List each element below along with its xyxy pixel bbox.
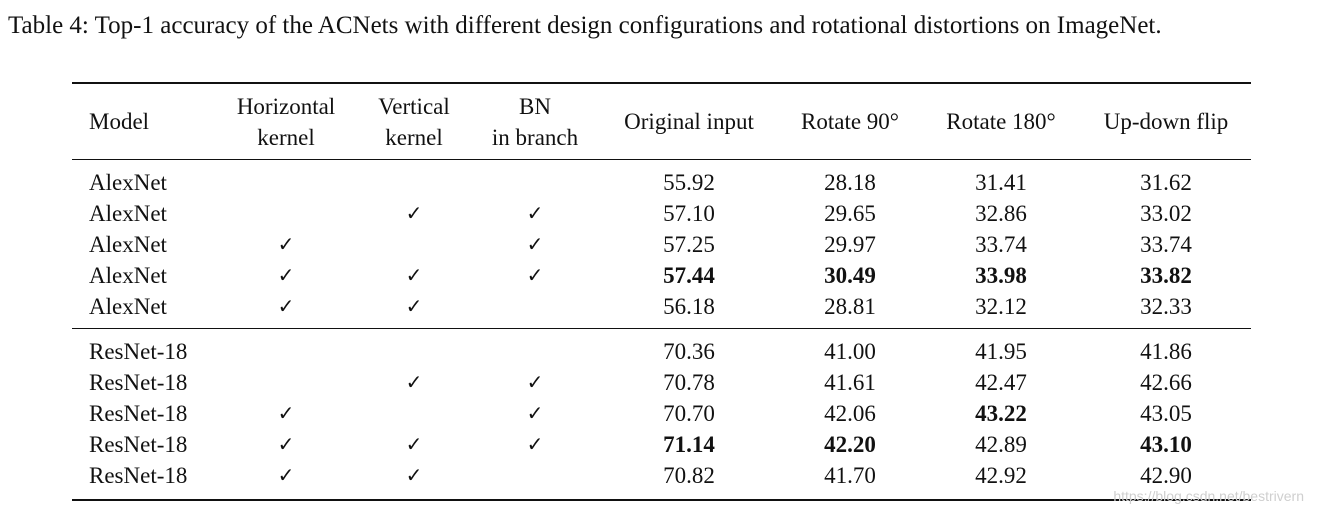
table-row: AlexNet ✓ ✓ ✓ 57.44 30.49 33.98 33.82 xyxy=(0,260,1322,291)
check-icon: ✓ xyxy=(526,201,544,225)
table-row: ResNet-18 ✓ ✓ 70.78 41.61 42.47 42.66 xyxy=(0,367,1322,398)
cell-rot90: 41.61 xyxy=(824,370,876,395)
cell-original: 70.78 xyxy=(663,370,715,395)
cell-rot180: 42.92 xyxy=(975,463,1027,488)
table-row: ResNet-18 ✓ ✓ ✓ 71.14 42.20 42.89 43.10 xyxy=(0,429,1322,460)
cell-rot90: 41.70 xyxy=(824,463,876,488)
check-icon: ✓ xyxy=(526,432,544,456)
table-row: AlexNet ✓ ✓ 56.18 28.81 32.12 32.33 xyxy=(0,291,1322,322)
header-bn-in-branch: BN in branch xyxy=(492,91,578,153)
header-horizontal-line2: kernel xyxy=(257,125,315,150)
cell-original: 57.44 xyxy=(663,263,715,288)
cell-rot90: 28.81 xyxy=(824,294,876,319)
cell-flip: 33.02 xyxy=(1140,201,1192,226)
check-icon: ✓ xyxy=(405,370,423,394)
cell-flip: 31.62 xyxy=(1140,170,1192,195)
cell-original: 70.36 xyxy=(663,339,715,364)
table-caption: Table 4: Top-1 accuracy of the ACNets wi… xyxy=(8,12,1162,39)
cell-rot180: 33.74 xyxy=(975,232,1027,257)
cell-rot90: 29.65 xyxy=(824,201,876,226)
table-header-rule xyxy=(72,159,1251,160)
cell-rot90: 29.97 xyxy=(824,232,876,257)
cell-rot90: 30.49 xyxy=(824,263,876,288)
cell-rot180: 42.47 xyxy=(975,370,1027,395)
check-icon: ✓ xyxy=(526,370,544,394)
cell-rot180: 42.89 xyxy=(975,432,1027,457)
cell-flip: 33.82 xyxy=(1140,263,1192,288)
cell-original: 56.18 xyxy=(663,294,715,319)
table-top-rule xyxy=(72,82,1251,84)
cell-rot180: 32.86 xyxy=(975,201,1027,226)
header-vertical-line2: kernel xyxy=(385,125,443,150)
table-row: ResNet-18 ✓ ✓ 70.82 41.70 42.92 42.90 xyxy=(0,460,1322,491)
table-row: AlexNet ✓ ✓ 57.25 29.97 33.74 33.74 xyxy=(0,229,1322,260)
check-icon: ✓ xyxy=(277,463,295,487)
check-icon: ✓ xyxy=(277,232,295,256)
header-model: Model xyxy=(89,109,150,134)
header-rotate-180: Rotate 180° xyxy=(946,109,1056,134)
cell-model: ResNet-18 xyxy=(89,339,188,364)
check-icon: ✓ xyxy=(277,294,295,318)
header-rotate-90: Rotate 90° xyxy=(801,109,899,134)
check-icon: ✓ xyxy=(277,263,295,287)
check-icon: ✓ xyxy=(405,201,423,225)
check-icon: ✓ xyxy=(526,263,544,287)
check-icon: ✓ xyxy=(526,232,544,256)
cell-original: 70.82 xyxy=(663,463,715,488)
table-row: AlexNet 55.92 28.18 31.41 31.62 xyxy=(0,167,1322,198)
header-horizontal-kernel: Horizontal kernel xyxy=(237,91,335,153)
cell-model: AlexNet xyxy=(89,201,167,226)
cell-rot180: 41.95 xyxy=(975,339,1027,364)
cell-model: ResNet-18 xyxy=(89,401,188,426)
cell-flip: 42.66 xyxy=(1140,370,1192,395)
cell-model: ResNet-18 xyxy=(89,370,188,395)
header-original-input: Original input xyxy=(624,109,754,134)
cell-flip: 41.86 xyxy=(1140,339,1192,364)
header-up-down-flip: Up-down flip xyxy=(1103,109,1229,134)
cell-flip: 43.05 xyxy=(1140,401,1192,426)
cell-rot180: 31.41 xyxy=(975,170,1027,195)
cell-model: AlexNet xyxy=(89,170,167,195)
watermark: https://blog.csdn.net/bestrivern xyxy=(1113,488,1304,504)
cell-model: AlexNet xyxy=(89,294,167,319)
cell-original: 55.92 xyxy=(663,170,715,195)
cell-original: 70.70 xyxy=(663,401,715,426)
cell-rot90: 41.00 xyxy=(824,339,876,364)
cell-original: 57.25 xyxy=(663,232,715,257)
check-icon: ✓ xyxy=(405,294,423,318)
header-bn-line1: BN xyxy=(519,94,551,119)
table-row: ResNet-18 ✓ ✓ 70.70 42.06 43.22 43.05 xyxy=(0,398,1322,429)
header-bn-line2: in branch xyxy=(491,125,579,150)
table-row: AlexNet ✓ ✓ 57.10 29.65 32.86 33.02 xyxy=(0,198,1322,229)
cell-original: 57.10 xyxy=(663,201,715,226)
table-row: ResNet-18 70.36 41.00 41.95 41.86 xyxy=(0,336,1322,367)
cell-rot180: 33.98 xyxy=(975,263,1027,288)
cell-rot180: 43.22 xyxy=(975,401,1027,426)
cell-model: AlexNet xyxy=(89,263,167,288)
cell-flip: 43.10 xyxy=(1140,432,1192,457)
cell-rot90: 42.20 xyxy=(824,432,876,457)
cell-model: AlexNet xyxy=(89,232,167,257)
cell-model: ResNet-18 xyxy=(89,432,188,457)
check-icon: ✓ xyxy=(405,263,423,287)
cell-model: ResNet-18 xyxy=(89,463,188,488)
cell-flip: 33.74 xyxy=(1140,232,1192,257)
check-icon: ✓ xyxy=(526,401,544,425)
check-icon: ✓ xyxy=(405,463,423,487)
cell-rot90: 42.06 xyxy=(824,401,876,426)
check-icon: ✓ xyxy=(277,401,295,425)
check-icon: ✓ xyxy=(405,432,423,456)
table-group-separator xyxy=(72,328,1251,329)
cell-flip: 32.33 xyxy=(1140,294,1192,319)
header-vertical-kernel: Vertical kernel xyxy=(378,91,450,153)
header-horizontal-line1: Horizontal xyxy=(236,94,336,119)
cell-original: 71.14 xyxy=(663,432,715,457)
table-bottom-rule xyxy=(72,499,1251,501)
check-icon: ✓ xyxy=(277,432,295,456)
header-vertical-line1: Vertical xyxy=(378,94,450,119)
cell-rot90: 28.18 xyxy=(824,170,876,195)
cell-flip: 42.90 xyxy=(1140,463,1192,488)
cell-rot180: 32.12 xyxy=(975,294,1027,319)
